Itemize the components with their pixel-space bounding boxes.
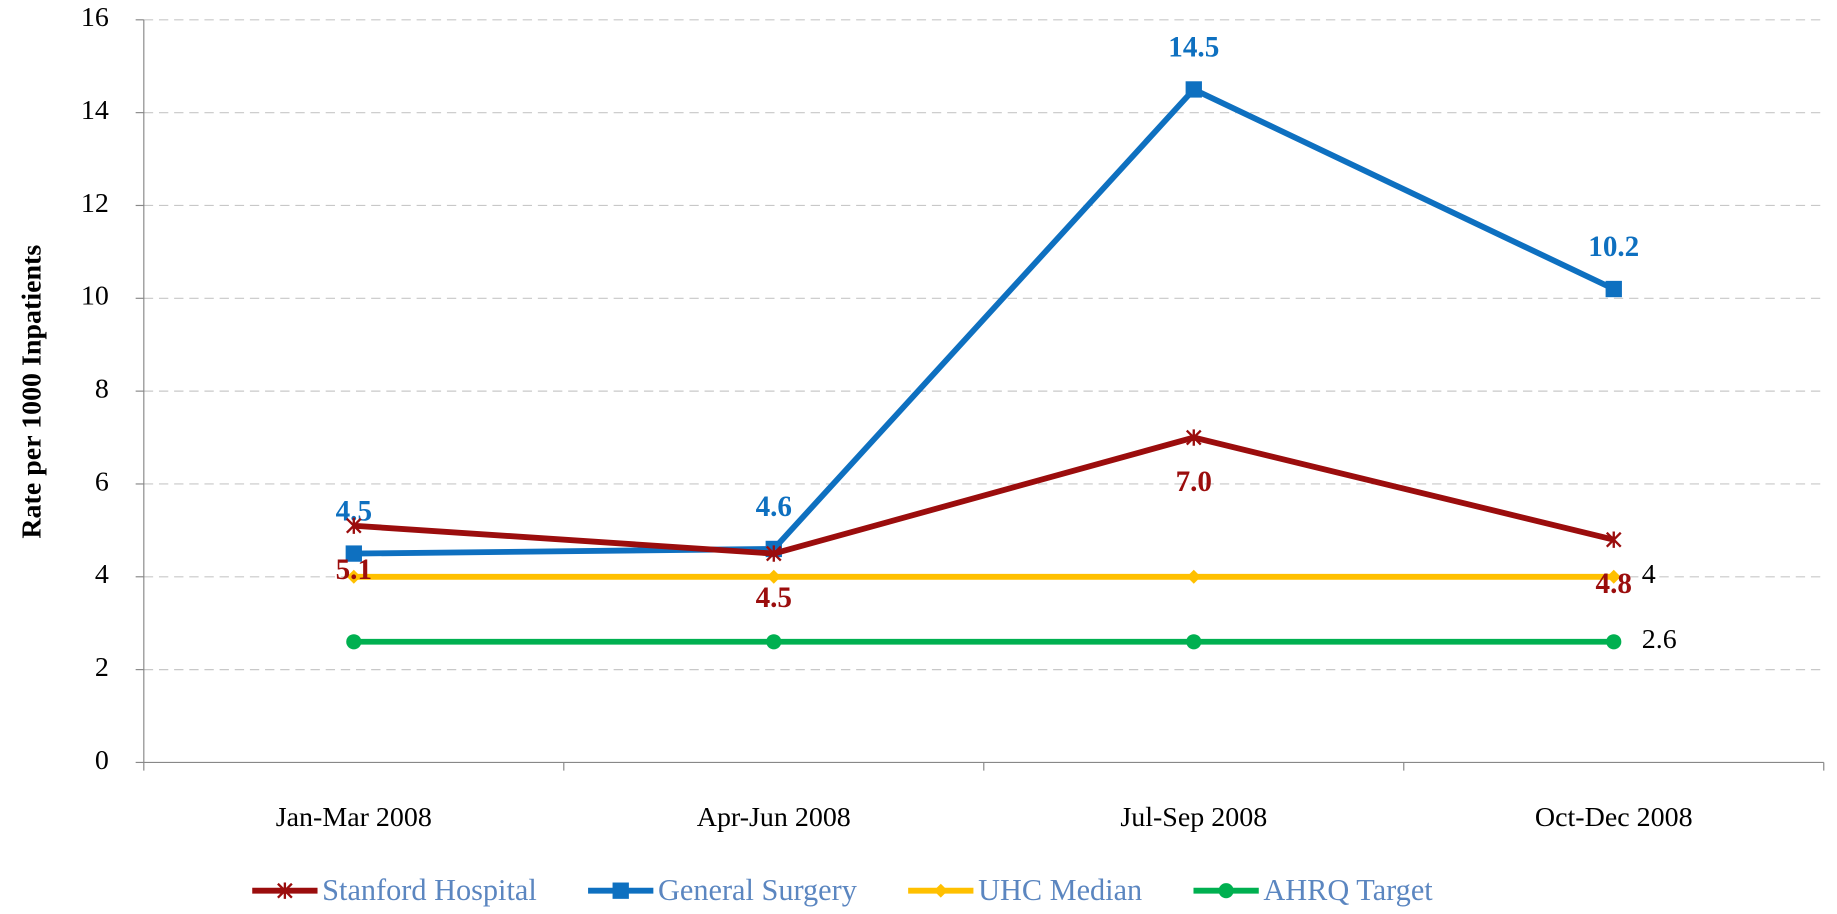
data-point <box>1605 280 1622 298</box>
data-label: 4.6 <box>756 491 792 523</box>
legend-item: UHC Median <box>908 873 1142 907</box>
y-tick-label: 8 <box>95 374 109 405</box>
data-point <box>765 545 782 562</box>
x-tick-label: Jul-Sep 2008 <box>1120 802 1267 833</box>
data-point <box>1605 531 1622 548</box>
legend-label: Stanford Hospital <box>322 873 537 907</box>
y-tick-label: 10 <box>81 281 109 312</box>
data-label: 14.5 <box>1168 31 1219 63</box>
y-tick-label: 6 <box>95 466 109 497</box>
legend-marker <box>1218 883 1234 899</box>
legend-label: General Surgery <box>658 873 858 907</box>
x-tick-label: Apr-Jun 2008 <box>697 802 851 833</box>
legend-marker <box>277 882 293 899</box>
data-label: 7.0 <box>1176 466 1212 498</box>
data-point <box>1185 429 1202 446</box>
data-point <box>1186 634 1202 650</box>
x-tick-label: Oct-Dec 2008 <box>1535 802 1693 833</box>
data-label: 10.2 <box>1588 231 1639 263</box>
legend-label: UHC Median <box>978 873 1142 907</box>
y-tick-label: 0 <box>95 745 109 776</box>
y-tick-label: 14 <box>81 95 109 126</box>
legend-item: General Surgery <box>588 873 858 907</box>
data-point <box>1186 569 1201 584</box>
legend-label: AHRQ Target <box>1263 873 1433 907</box>
x-tick-label: Jan-Mar 2008 <box>276 802 432 833</box>
data-label: 2.6 <box>1642 624 1677 655</box>
data-label: 4 <box>1642 559 1656 590</box>
y-tick-label: 12 <box>81 188 109 219</box>
series-line <box>353 85 1616 557</box>
legend-marker <box>933 883 948 898</box>
legend-marker <box>612 882 629 899</box>
y-tick-label: 2 <box>95 652 109 683</box>
data-label: 4.8 <box>1596 568 1632 600</box>
data-point <box>1185 81 1202 98</box>
data-point <box>1606 634 1622 650</box>
data-point <box>345 545 362 562</box>
series-line <box>353 434 1615 557</box>
y-tick-label: 4 <box>95 559 109 590</box>
y-tick-label: 16 <box>81 2 109 33</box>
legend-item: AHRQ Target <box>1193 873 1433 907</box>
data-point <box>766 634 782 650</box>
data-label: 4.5 <box>756 582 792 614</box>
legend-item: Stanford Hospital <box>252 873 537 907</box>
data-point <box>345 517 362 534</box>
data-label: 5.1 <box>336 554 372 586</box>
data-point <box>346 634 362 650</box>
y-axis-title: Rate per 1000 Inpatients <box>17 245 48 539</box>
